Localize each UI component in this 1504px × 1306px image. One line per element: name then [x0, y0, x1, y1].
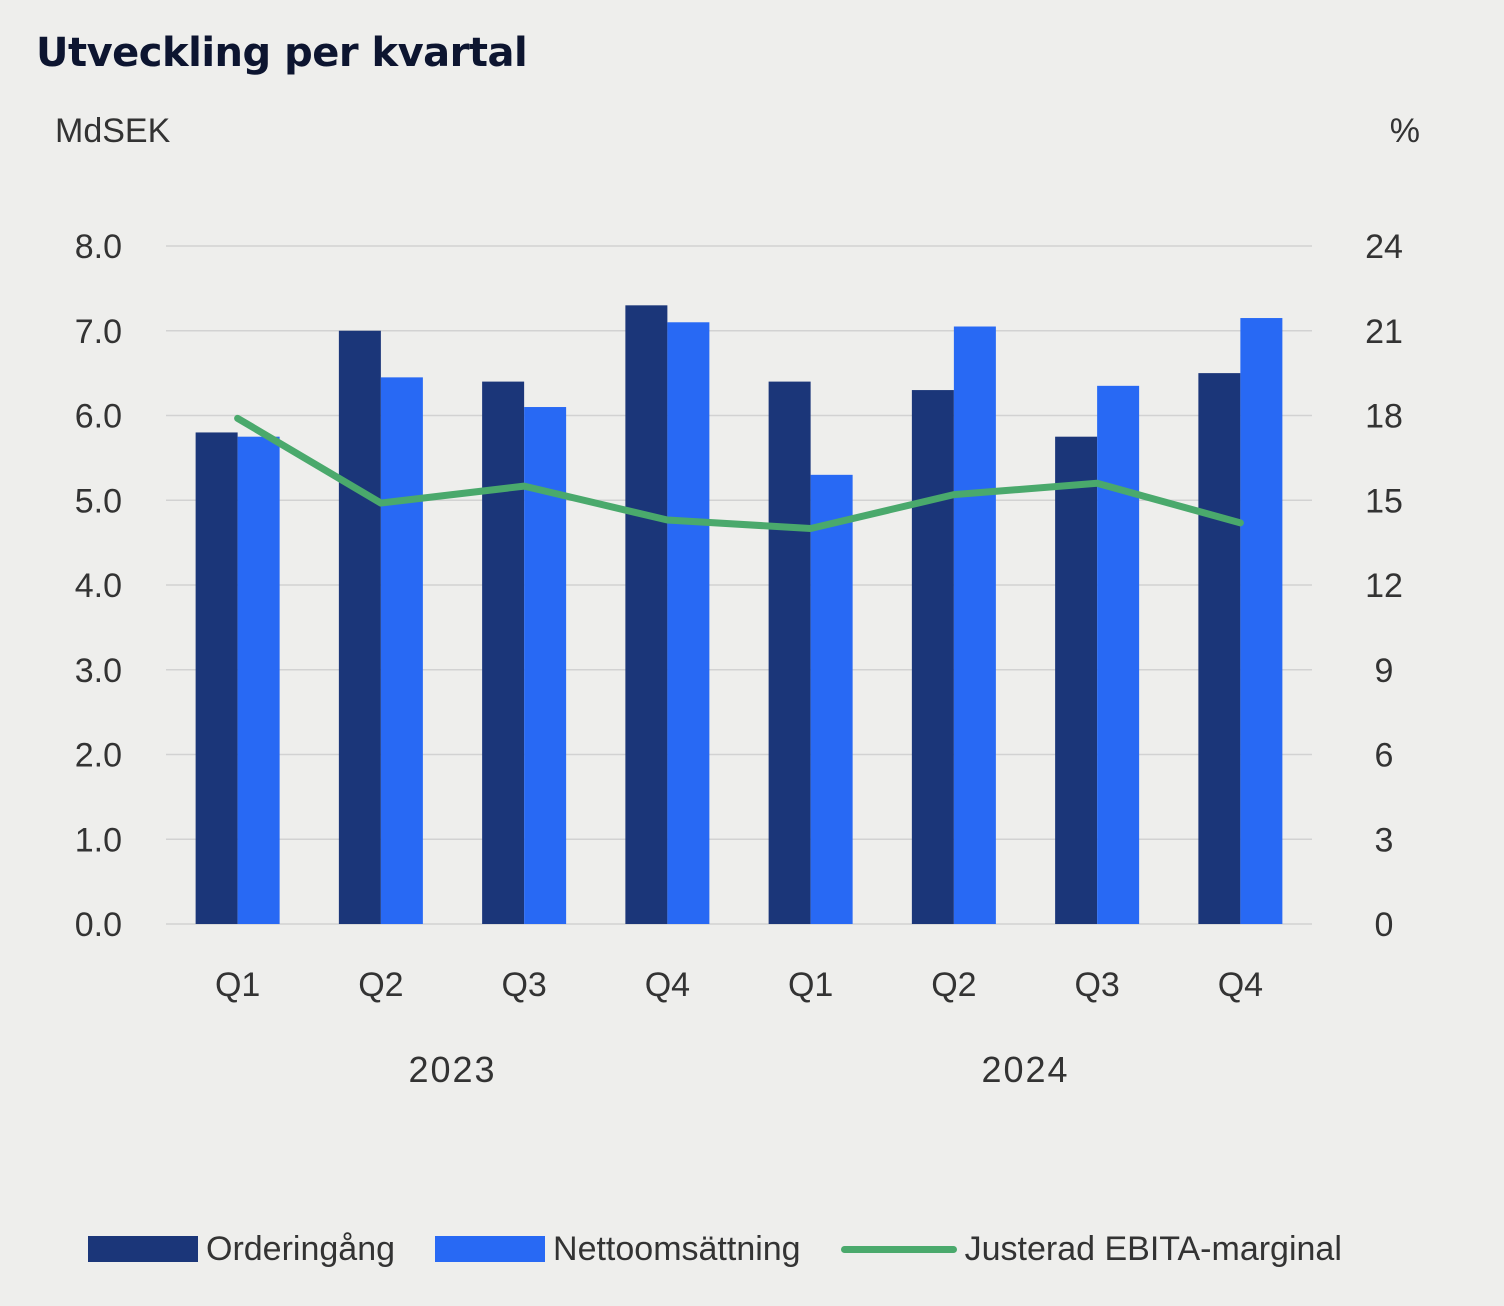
right-tick-label: 12 — [1365, 567, 1403, 605]
right-tick-label: 0 — [1375, 906, 1394, 944]
bar-orderingang — [768, 381, 811, 925]
left-tick-label: 2.0 — [75, 737, 122, 775]
right-tick-label: 21 — [1365, 313, 1403, 351]
left-tick-label: 3.0 — [75, 652, 122, 690]
bar-nettoomsattning — [1240, 318, 1283, 925]
bar-orderingang — [625, 305, 668, 924]
bar-nettoomsattning — [953, 326, 996, 924]
legend-label-margin: Justerad EBITA-marginal — [964, 1229, 1342, 1268]
category-label: Q3 — [501, 966, 546, 1004]
category-labels: Q1 Q2 Q3 Q4 Q1 Q2 Q3 Q4 — [215, 966, 1263, 1004]
margin-line-layer — [234, 414, 1244, 532]
year-label: 2024 — [981, 1049, 1069, 1090]
legend-label-sales: Nettoomsättning — [553, 1229, 801, 1268]
category-label: Q4 — [1218, 966, 1263, 1004]
right-tick-label: 15 — [1365, 482, 1403, 520]
left-tick-label: 1.0 — [75, 821, 122, 859]
year-label: 2023 — [408, 1049, 496, 1090]
bar-nettoomsattning — [667, 322, 710, 924]
left-tick-label: 6.0 — [75, 398, 122, 436]
left-tick-label: 0.0 — [75, 906, 122, 944]
bars — [195, 305, 1283, 925]
bar-orderingang — [911, 390, 954, 924]
bar-nettoomsattning — [380, 377, 423, 924]
left-tick-label: 8.0 — [75, 228, 122, 266]
left-axis-ticks: 0.0 1.0 2.0 3.0 4.0 5.0 6.0 7.0 8.0 — [75, 228, 122, 944]
left-tick-label: 5.0 — [75, 482, 122, 520]
bar-orderingang — [338, 330, 381, 924]
bar-nettoomsattning — [810, 474, 853, 924]
category-label: Q4 — [645, 966, 690, 1004]
bar-orderingang — [195, 432, 238, 924]
bar-orderingang — [1198, 373, 1241, 924]
category-label: Q3 — [1074, 966, 1119, 1004]
legend-swatch-sales — [435, 1236, 546, 1262]
legend-label-orders: Orderingång — [206, 1229, 396, 1268]
category-label: Q2 — [358, 966, 403, 1004]
legend-swatch-margin — [840, 1245, 957, 1253]
chart-title: Utveckling per kvartal — [36, 30, 528, 76]
legend: Orderingång Nettoomsättning Justerad EBI… — [88, 1222, 1342, 1276]
right-tick-label: 24 — [1365, 228, 1403, 266]
legend-swatch-orders — [88, 1236, 198, 1262]
legend-item-sales: Nettoomsättning — [435, 1230, 801, 1269]
year-labels: 2023 2024 — [408, 1049, 1069, 1090]
bar-orderingang — [1055, 436, 1098, 924]
line-justerad-ebita-marginal — [234, 414, 1244, 532]
bar-nettoomsattning — [1097, 385, 1140, 924]
bar-nettoomsattning — [237, 436, 280, 924]
left-tick-label: 4.0 — [75, 567, 122, 605]
legend-item-orders: Orderingång — [88, 1230, 395, 1269]
category-label: Q1 — [215, 966, 260, 1004]
right-tick-label: 18 — [1365, 398, 1403, 436]
gridlines — [166, 245, 1312, 925]
bar-line-chart: 0.0 1.0 2.0 3.0 4.0 5.0 6.0 7.0 8.0 0 3 6 9 12 15 18 21… — [75, 228, 1403, 1090]
left-axis-unit: MdSEK — [55, 112, 171, 150]
left-tick-label: 7.0 — [75, 313, 122, 351]
right-axis-ticks: 0 3 6 9 12 15 18 21 24 — [1365, 228, 1403, 944]
right-tick-label: 9 — [1375, 652, 1394, 690]
bar-orderingang — [482, 381, 525, 925]
category-label: Q2 — [931, 966, 976, 1004]
right-tick-label: 6 — [1375, 737, 1394, 775]
category-label: Q1 — [788, 966, 833, 1004]
right-axis-unit: % — [1389, 112, 1420, 150]
legend-item-margin: Justerad EBITA-marginal — [840, 1229, 1342, 1269]
right-tick-label: 3 — [1375, 821, 1394, 859]
